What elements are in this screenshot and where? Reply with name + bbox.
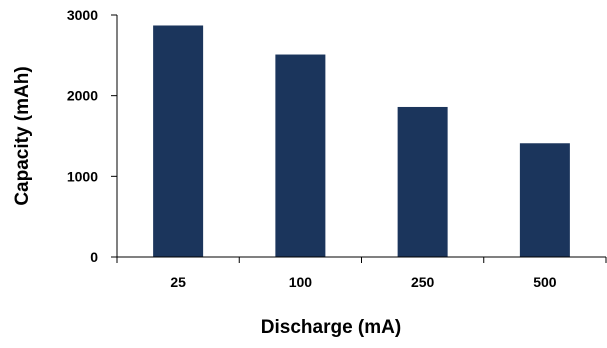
bar-500 bbox=[519, 143, 570, 257]
y-axis-ticks: 0 1000 2000 3000 bbox=[67, 7, 117, 265]
x-tick-label: 100 bbox=[289, 274, 313, 290]
plot-area bbox=[153, 25, 570, 258]
y-tick-label: 0 bbox=[90, 249, 98, 265]
bar-250 bbox=[397, 106, 448, 258]
bar-100 bbox=[275, 54, 326, 257]
x-tick-label: 500 bbox=[533, 274, 557, 290]
y-tick-label: 1000 bbox=[67, 168, 98, 184]
y-axis-title: Capacity (mAh) bbox=[12, 66, 33, 205]
y-tick-label: 2000 bbox=[67, 88, 98, 104]
x-tick-label: 250 bbox=[411, 274, 435, 290]
bar-25 bbox=[153, 25, 204, 258]
x-axis-ticks: 25 100 250 500 bbox=[116, 257, 607, 290]
x-axis-title: Discharge (mA) bbox=[261, 317, 401, 338]
x-tick-label: 25 bbox=[170, 274, 186, 290]
y-tick-label: 3000 bbox=[67, 7, 98, 23]
